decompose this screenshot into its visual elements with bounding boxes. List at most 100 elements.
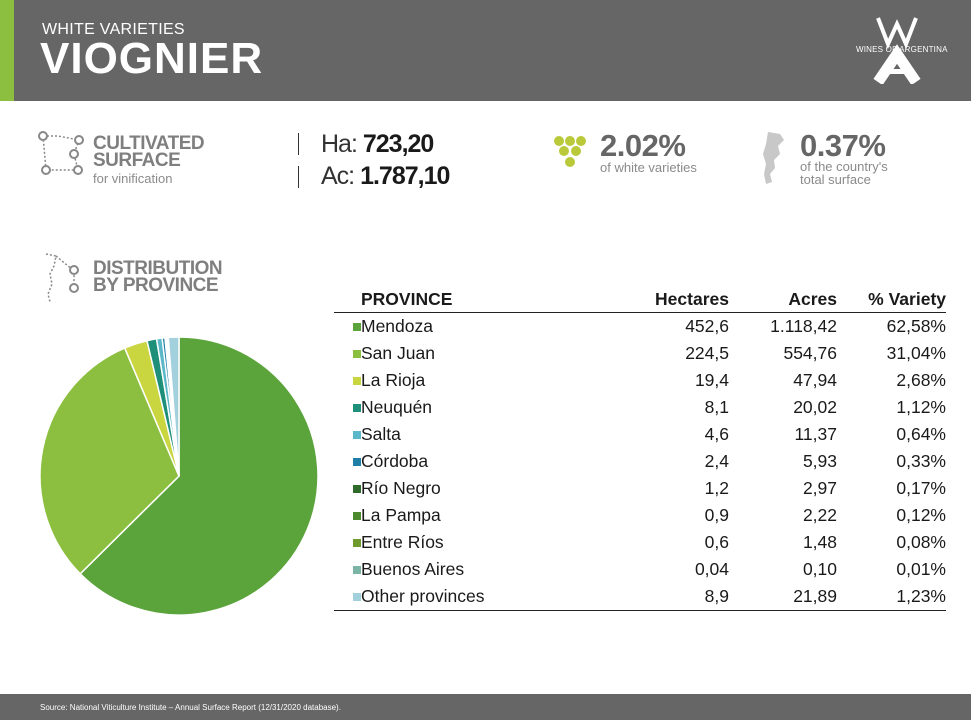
page-subtitle: WHITE VARIETIES [42, 21, 185, 38]
legend-swatch-cell [334, 394, 361, 421]
pie-slice-san-juan [39, 347, 180, 575]
legend-swatch-cell [334, 502, 361, 529]
variety-pct-value: 0,64% [896, 424, 946, 444]
table-row: Other provinces 8,9 21,89 1,23% [334, 583, 946, 611]
surface-map-icon [38, 131, 84, 175]
hectares-value: 4,6 [704, 424, 729, 444]
legend-swatch-cell [334, 529, 361, 556]
legend-swatch-cell [334, 583, 361, 611]
province-name: Mendoza [361, 316, 433, 336]
hectares-value: 8,9 [596, 583, 729, 611]
legend-swatch [353, 512, 361, 521]
acres-total: Ac: 1.787,10 [321, 162, 450, 190]
source-note: Source: National Viticulture Institute –… [40, 703, 341, 712]
variety-pct-value: 0,01% [896, 559, 946, 579]
legend-swatch-cell [334, 313, 361, 341]
hectares-value: 224,5 [685, 343, 729, 363]
argentina-map-icon [763, 132, 784, 184]
table-header-row: PROVINCE Hectares Acres % Variety [334, 288, 946, 313]
variety-pct-value: 0,12% [896, 505, 946, 525]
province-name: Salta [361, 424, 401, 444]
legend-swatch-cell [334, 367, 361, 394]
legend-swatch-cell [334, 475, 361, 502]
table-row: Neuquén 8,1 20,02 1,12% [334, 394, 946, 421]
column-header-hectares: Hectares [596, 288, 729, 313]
variety-pct-value: 0,33% [896, 451, 946, 471]
legend-swatch-cell [334, 448, 361, 475]
variety-pct-value: 0,08% [896, 532, 946, 552]
province-name: Córdoba [361, 451, 429, 471]
wines-of-argentina-logo [873, 17, 921, 84]
acres-value: 11,37 [794, 424, 838, 444]
logo-text: WINES OF ARGENTINA [856, 45, 948, 54]
header-bar: WHITE VARIETIES VIOGNIER WINES OF ARGENT… [0, 0, 971, 101]
legend-swatch [353, 404, 361, 413]
legend-swatch [353, 377, 361, 386]
column-header-acres: Acres [729, 288, 837, 313]
country-share-caption: of the country's total surface [800, 159, 888, 187]
variety-pct-value: 31,04% [886, 343, 946, 363]
hectares-value: 8,1 [704, 397, 729, 417]
distribution-pie-chart [39, 336, 319, 616]
hectares-value: 0,04 [694, 559, 729, 579]
acres-value: 1,48 [802, 532, 837, 552]
province-name: La Pampa [361, 505, 441, 525]
hectares-value: 0,9 [704, 505, 729, 525]
acres-value: 0,10 [802, 559, 837, 579]
separator [298, 166, 299, 188]
province-name: Neuquén [361, 397, 433, 417]
acres-value: 21,89 [729, 583, 837, 611]
table-row: Mendoza 452,6 1.118,42 62,58% [334, 313, 946, 341]
hectares-value: 2,4 [704, 451, 729, 471]
distribution-heading: DISTRIBUTION BY PROVINCE [93, 258, 223, 296]
hectares-total: Ha: 723,20 [321, 130, 434, 158]
legend-swatch [353, 485, 361, 494]
legend-swatch [353, 566, 361, 575]
country-share-value: 0.37% [800, 128, 886, 163]
province-name: Other provinces [361, 583, 596, 611]
white-share-caption: of white varieties [600, 160, 697, 175]
variety-pct-value: 2,68% [896, 370, 946, 390]
legend-swatch [353, 539, 361, 548]
cultivated-heading: CULTIVATED SURFACE [93, 133, 205, 171]
acres-value: 47,94 [793, 370, 837, 390]
province-name: Río Negro [361, 478, 441, 498]
column-header-province: PROVINCE [361, 288, 596, 313]
acres-value: 20,02 [793, 397, 837, 417]
acres-value: 5,93 [802, 451, 837, 471]
hectares-value: 0,6 [704, 532, 729, 552]
header-accent [0, 0, 14, 101]
legend-swatch [353, 323, 361, 332]
legend-swatch [353, 593, 361, 602]
table-row: Río Negro 1,2 2,97 0,17% [334, 475, 946, 502]
acres-value: 554,76 [783, 343, 837, 363]
legend-swatch [353, 458, 361, 467]
province-name: Entre Ríos [361, 532, 444, 552]
column-header-variety-pct: % Variety [837, 288, 946, 313]
legend-swatch [353, 350, 361, 359]
hectares-value: 452,6 [685, 316, 729, 336]
page-title: VIOGNIER [40, 34, 264, 83]
acres-value: 2,22 [802, 505, 837, 525]
cultivated-sub: for vinification [93, 171, 173, 186]
separator [298, 133, 299, 155]
province-name: San Juan [361, 343, 435, 363]
legend-swatch-cell [334, 421, 361, 448]
province-table: PROVINCE Hectares Acres % Variety Mendoz… [334, 288, 946, 611]
table-row: Entre Ríos 0,6 1,48 0,08% [334, 529, 946, 556]
variety-pct-value: 62,58% [886, 316, 946, 336]
province-name: La Rioja [361, 370, 426, 390]
table-row: La Rioja 19,4 47,94 2,68% [334, 367, 946, 394]
legend-swatch-cell [334, 556, 361, 583]
pie-slice-other-provinces [167, 336, 180, 477]
hectares-value: 1,2 [704, 478, 729, 498]
variety-pct-value: 1,12% [896, 397, 946, 417]
variety-pct-value: 1,23% [837, 583, 946, 611]
variety-pct-value: 0,17% [896, 478, 946, 498]
province-map-icon [45, 253, 79, 303]
table-row: Buenos Aires 0,04 0,10 0,01% [334, 556, 946, 583]
white-share-value: 2.02% [600, 128, 686, 163]
acres-value: 1.118,42 [770, 316, 837, 336]
table-row: Córdoba 2,4 5,93 0,33% [334, 448, 946, 475]
legend-swatch [353, 431, 361, 440]
